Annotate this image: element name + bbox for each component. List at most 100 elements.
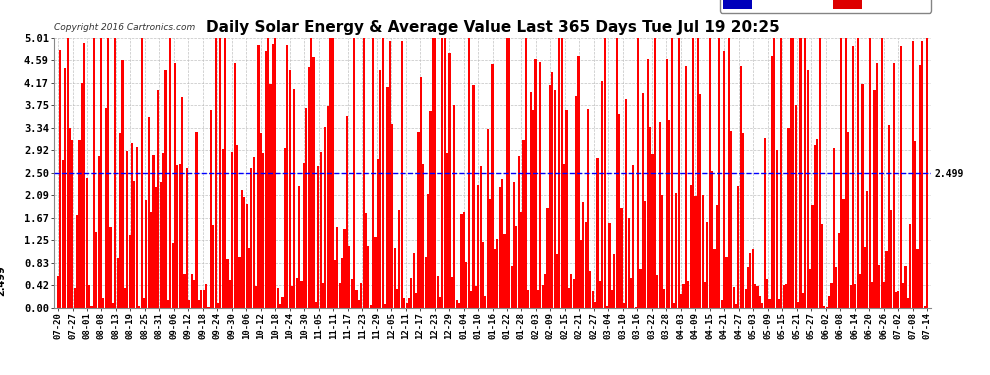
Bar (876, 63, 878, 308)
Bar (738, 186, 740, 308)
Bar (61, 160, 64, 308)
Bar (69, 128, 71, 308)
Bar (252, 157, 254, 308)
Bar (320, 152, 322, 308)
Bar (854, 284, 856, 308)
Bar (804, 38, 806, 308)
Bar (183, 274, 186, 308)
Bar (83, 43, 85, 308)
Bar (680, 294, 682, 307)
Bar (458, 303, 460, 307)
Bar (453, 105, 455, 308)
Bar (797, 302, 799, 307)
Bar (611, 290, 613, 308)
Bar (215, 38, 217, 308)
Bar (401, 41, 403, 308)
Bar (682, 284, 685, 308)
Bar (513, 182, 515, 308)
Bar (250, 168, 252, 308)
Bar (783, 285, 785, 308)
Bar (207, 307, 210, 308)
Bar (100, 38, 102, 308)
Bar (222, 149, 224, 308)
Bar (413, 253, 415, 308)
Bar (114, 38, 117, 308)
Bar (286, 45, 288, 308)
Bar (255, 286, 257, 308)
Bar (644, 201, 646, 308)
Bar (587, 110, 589, 308)
Bar (702, 195, 704, 308)
Bar (174, 63, 176, 308)
Bar (635, 307, 637, 308)
Bar (761, 303, 763, 307)
Bar (166, 300, 169, 307)
Bar (455, 300, 457, 307)
Bar (317, 166, 320, 308)
Bar (236, 145, 239, 308)
Bar (687, 281, 689, 308)
Bar (248, 248, 250, 308)
Bar (699, 94, 701, 308)
Bar (518, 156, 520, 308)
Bar (169, 38, 171, 308)
Bar (625, 99, 628, 308)
Bar (897, 291, 900, 308)
Bar (396, 289, 398, 308)
Bar (773, 38, 775, 308)
Bar (227, 259, 229, 308)
Bar (542, 285, 544, 308)
Bar (246, 204, 248, 308)
Bar (584, 222, 587, 308)
Bar (491, 64, 494, 308)
Bar (649, 126, 651, 308)
Bar (621, 208, 623, 308)
Bar (379, 70, 381, 308)
Bar (241, 190, 243, 308)
Bar (544, 274, 546, 308)
Bar (506, 38, 508, 308)
Bar (599, 281, 601, 308)
Bar (276, 288, 279, 308)
Bar (640, 269, 642, 308)
Bar (746, 267, 749, 308)
Bar (102, 298, 105, 307)
Bar (714, 249, 716, 308)
Bar (706, 222, 709, 308)
Bar (193, 280, 195, 308)
Bar (814, 145, 816, 308)
Bar (651, 154, 653, 308)
Bar (711, 171, 713, 308)
Bar (210, 111, 212, 308)
Bar (353, 38, 355, 308)
Bar (477, 185, 479, 308)
Bar (355, 290, 357, 308)
Bar (264, 51, 266, 308)
Bar (912, 41, 914, 308)
Bar (157, 90, 159, 308)
Bar (293, 89, 295, 308)
Bar (893, 63, 895, 308)
Bar (122, 60, 124, 308)
Bar (274, 38, 276, 308)
Bar (362, 38, 364, 308)
Bar (446, 153, 448, 308)
Bar (668, 120, 670, 308)
Bar (437, 276, 439, 308)
Bar (176, 165, 178, 308)
Bar (731, 130, 733, 308)
Bar (384, 304, 386, 307)
Bar (348, 246, 350, 308)
Bar (733, 287, 735, 308)
Bar (315, 302, 317, 307)
Bar (146, 200, 148, 308)
Bar (406, 303, 408, 307)
Bar (164, 70, 166, 308)
Bar (95, 232, 97, 308)
Bar (350, 279, 352, 308)
Bar (386, 87, 388, 308)
Bar (141, 38, 143, 308)
Bar (905, 266, 907, 308)
Bar (756, 286, 758, 308)
Bar (902, 283, 904, 308)
